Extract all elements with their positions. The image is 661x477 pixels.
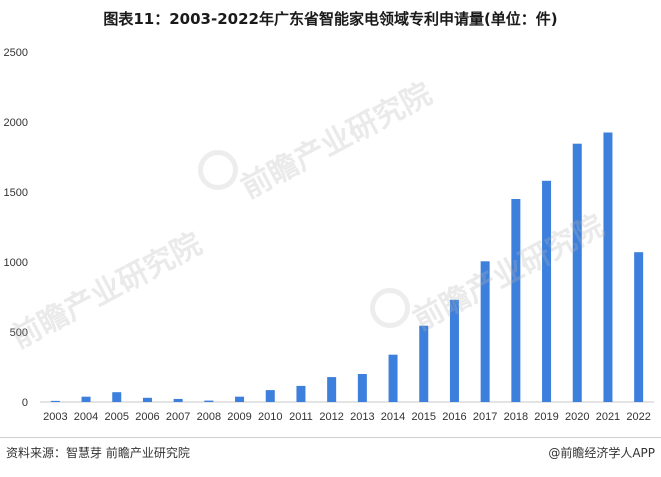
x-tick-label: 2020 xyxy=(565,411,589,423)
x-tick-label: 2019 xyxy=(534,411,558,423)
x-tick-label: 2007 xyxy=(166,411,190,423)
bar-2010 xyxy=(265,390,275,402)
x-axis: 2003 2004 2005 2006 2007 2008 2009 2010 2011 2012… xyxy=(43,411,651,423)
x-tick-label: 2014 xyxy=(381,411,405,423)
bar-2021 xyxy=(603,132,613,402)
x-tick-label: 2010 xyxy=(258,411,282,423)
bar-series xyxy=(50,132,644,402)
x-tick-label: 2022 xyxy=(626,411,650,423)
x-tick-label: 2017 xyxy=(473,411,497,423)
bar-2016 xyxy=(449,299,459,402)
bar-2015 xyxy=(419,325,429,402)
bar-2019 xyxy=(542,180,552,402)
bar-2020 xyxy=(572,143,582,402)
x-tick-label: 2013 xyxy=(350,411,374,423)
x-tick-label: 2004 xyxy=(74,411,98,423)
bar-2004 xyxy=(81,396,91,402)
y-tick-label: 2000 xyxy=(4,117,28,129)
y-axis: 0 500 1000 1500 2000 2500 xyxy=(4,47,28,409)
bar-2006 xyxy=(142,397,152,402)
x-tick-label: 2008 xyxy=(197,411,221,423)
x-tick-label: 2005 xyxy=(105,411,129,423)
bar-2008 xyxy=(204,400,214,402)
bar-2009 xyxy=(235,396,245,402)
y-tick-label: 0 xyxy=(22,397,28,409)
bar-2003 xyxy=(50,400,60,402)
x-tick-label: 2003 xyxy=(43,411,67,423)
footer-divider xyxy=(0,437,661,438)
bar-2007 xyxy=(173,398,183,402)
bar-2014 xyxy=(388,354,398,402)
bar-2011 xyxy=(296,385,306,402)
chart-title: 图表11：2003-2022年广东省智能家电领域专利申请量(单位：件) xyxy=(103,10,558,28)
x-tick-label: 2015 xyxy=(412,411,436,423)
y-tick-label: 2500 xyxy=(4,47,28,59)
bar-2005 xyxy=(112,392,122,402)
bar-2018 xyxy=(511,199,521,402)
x-tick-label: 2006 xyxy=(135,411,159,423)
y-tick-label: 1500 xyxy=(4,187,28,199)
x-tick-label: 2011 xyxy=(289,411,313,423)
x-tick-label: 2009 xyxy=(227,411,251,423)
x-tick-label: 2012 xyxy=(319,411,343,423)
bar-2022 xyxy=(634,252,644,402)
bar-2017 xyxy=(480,261,490,402)
source-note: 资料来源：智慧芽 前瞻产业研究院 xyxy=(6,446,190,460)
x-tick-label: 2021 xyxy=(596,411,620,423)
bar-2013 xyxy=(357,374,367,402)
y-tick-label: 500 xyxy=(10,327,28,339)
x-tick-label: 2016 xyxy=(442,411,466,423)
bar-2012 xyxy=(327,377,337,402)
y-tick-label: 1000 xyxy=(4,257,28,269)
x-tick-label: 2018 xyxy=(504,411,528,423)
brand-label: @前瞻经济学人APP xyxy=(548,446,655,460)
